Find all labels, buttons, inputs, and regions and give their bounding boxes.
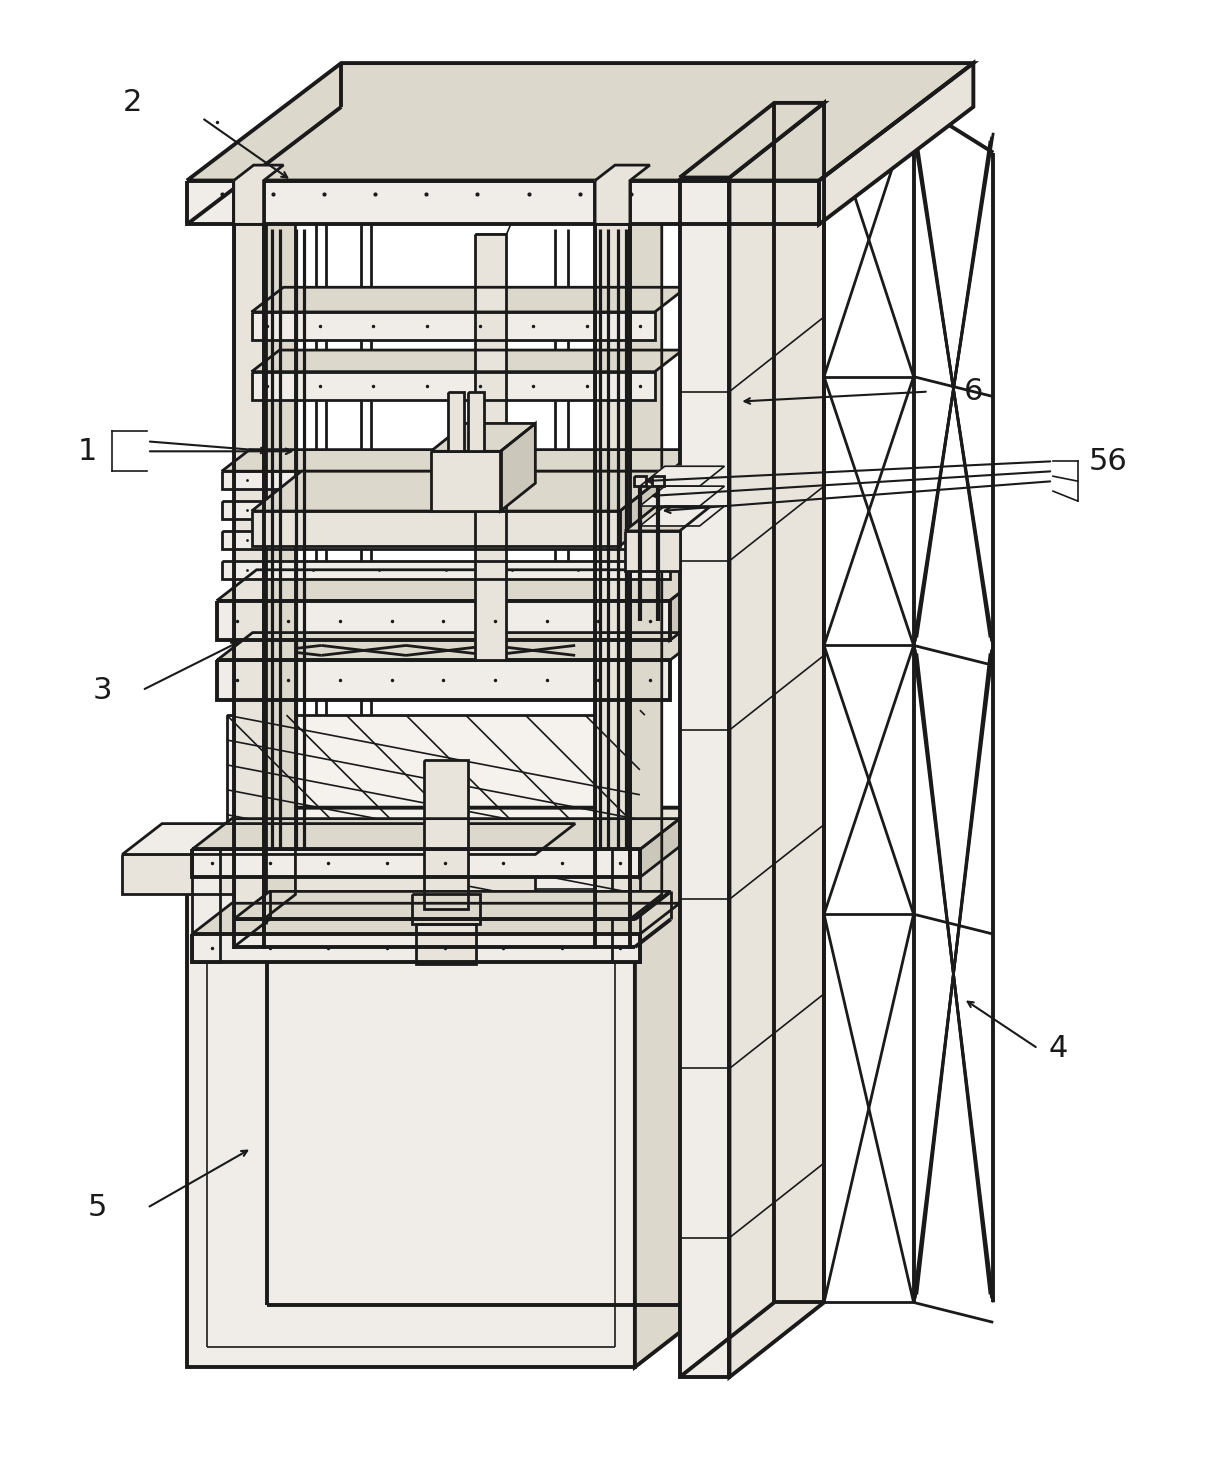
Polygon shape [192,850,220,962]
Polygon shape [122,854,535,894]
Polygon shape [187,869,635,1367]
Polygon shape [635,807,715,1367]
Polygon shape [252,511,621,545]
Polygon shape [595,166,650,225]
Polygon shape [640,466,725,486]
Text: 2: 2 [122,89,142,117]
Polygon shape [263,155,295,919]
Polygon shape [192,819,679,850]
Text: 3: 3 [93,675,113,705]
Polygon shape [252,471,670,511]
Polygon shape [621,471,670,545]
Polygon shape [416,924,476,964]
Text: 1: 1 [77,437,97,466]
Polygon shape [679,177,730,1377]
Polygon shape [234,180,263,919]
Polygon shape [630,155,662,919]
Polygon shape [187,64,973,180]
Polygon shape [679,103,824,177]
Text: 6: 6 [963,377,983,406]
Polygon shape [217,661,670,701]
Polygon shape [222,560,670,579]
Polygon shape [625,531,679,571]
Polygon shape [634,476,646,486]
Polygon shape [252,312,655,340]
Polygon shape [652,476,663,486]
Polygon shape [431,423,535,451]
Text: 5: 5 [88,1193,106,1222]
Polygon shape [217,633,705,661]
Polygon shape [192,850,640,878]
Polygon shape [431,451,501,511]
Polygon shape [468,392,483,451]
Polygon shape [252,350,683,371]
Polygon shape [192,903,679,934]
Polygon shape [640,819,679,878]
Polygon shape [234,891,671,919]
Polygon shape [222,449,698,471]
Polygon shape [501,423,535,511]
Polygon shape [640,505,725,526]
Polygon shape [819,64,973,225]
Polygon shape [222,501,670,519]
Text: 4: 4 [1048,1035,1067,1063]
Polygon shape [122,823,575,854]
Polygon shape [222,531,670,548]
Polygon shape [730,103,824,1377]
Polygon shape [625,507,710,531]
Polygon shape [217,600,670,640]
Polygon shape [226,715,640,844]
Polygon shape [612,850,640,962]
Polygon shape [192,934,640,962]
Polygon shape [187,807,715,869]
Polygon shape [412,894,480,924]
Polygon shape [252,287,687,312]
Text: 56: 56 [1088,446,1127,476]
Polygon shape [234,166,284,225]
Polygon shape [640,486,725,505]
Polygon shape [595,180,630,919]
Polygon shape [217,571,710,600]
Polygon shape [424,760,468,909]
Polygon shape [475,235,507,661]
Polygon shape [670,571,710,640]
Polygon shape [252,371,655,399]
Polygon shape [222,471,670,489]
Polygon shape [187,180,819,225]
Polygon shape [448,392,464,451]
